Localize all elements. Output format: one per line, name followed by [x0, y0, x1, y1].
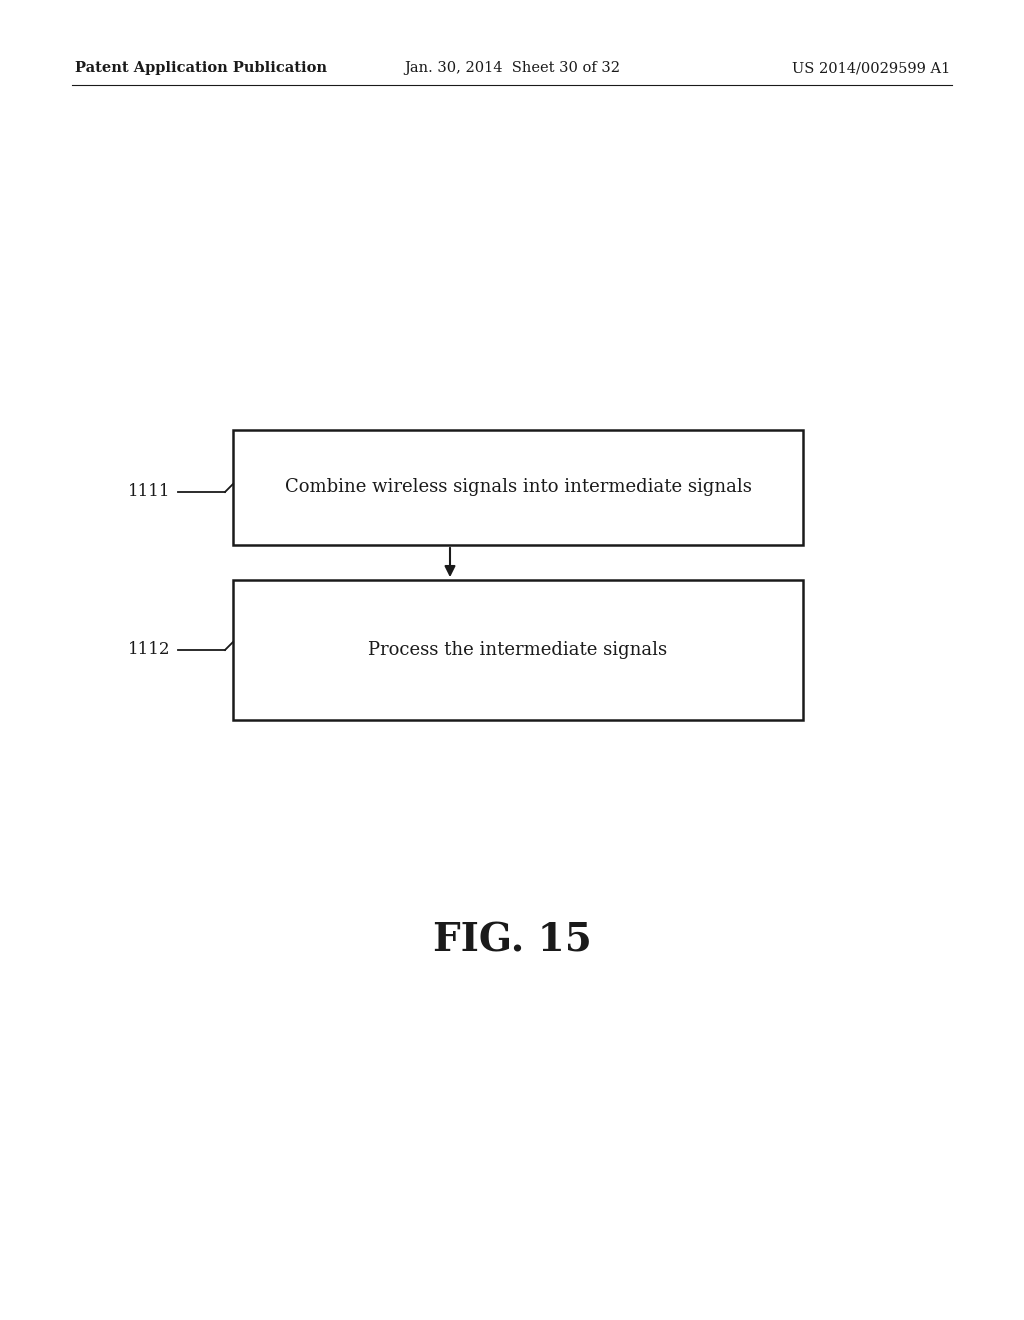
- Text: US 2014/0029599 A1: US 2014/0029599 A1: [792, 61, 950, 75]
- Text: Process the intermediate signals: Process the intermediate signals: [369, 642, 668, 659]
- Text: FIG. 15: FIG. 15: [432, 921, 592, 960]
- Text: Patent Application Publication: Patent Application Publication: [75, 61, 327, 75]
- Text: Combine wireless signals into intermediate signals: Combine wireless signals into intermedia…: [285, 479, 752, 496]
- Bar: [233, 579, 803, 719]
- Text: Jan. 30, 2014  Sheet 30 of 32: Jan. 30, 2014 Sheet 30 of 32: [404, 61, 620, 75]
- Bar: [233, 430, 803, 545]
- Text: 1111: 1111: [128, 483, 170, 500]
- Text: 1112: 1112: [128, 642, 170, 659]
